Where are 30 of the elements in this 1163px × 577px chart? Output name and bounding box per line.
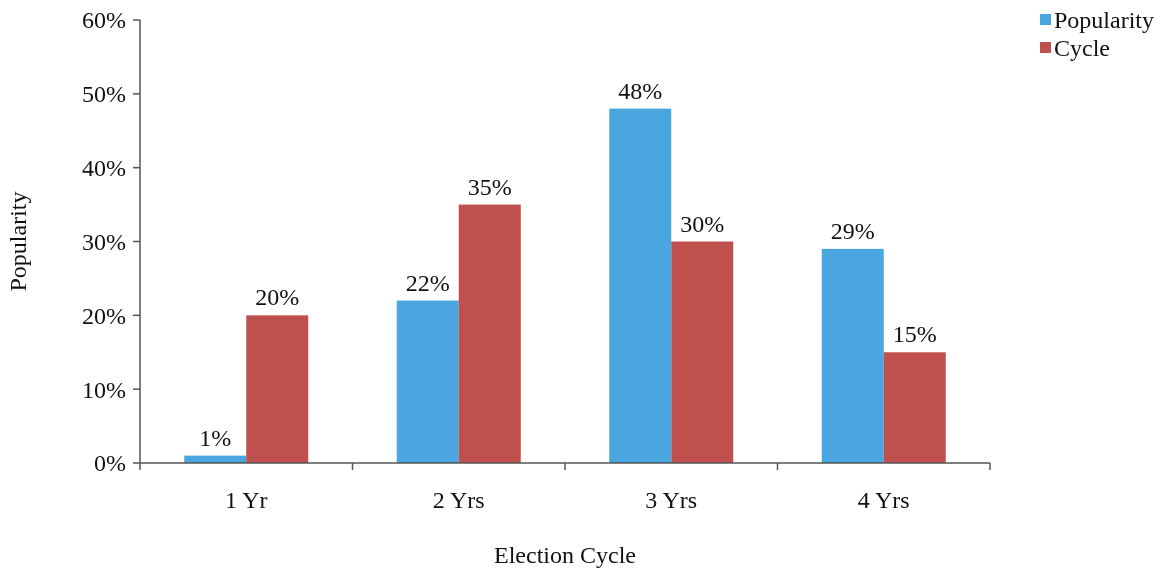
x-tick-label: 3 Yrs <box>645 487 698 513</box>
bar <box>821 248 884 463</box>
x-tick-label: 4 Yrs <box>857 487 910 513</box>
data-label: 35% <box>467 173 512 200</box>
bar <box>609 108 672 463</box>
x-tick-label: 1 Yr <box>225 487 268 513</box>
bar <box>671 241 734 463</box>
x-axis-title: Election Cycle <box>494 542 636 568</box>
data-label: 29% <box>830 217 875 244</box>
legend-label: Cycle <box>1054 35 1110 62</box>
bar <box>458 204 521 463</box>
y-tick-label: 20% <box>82 302 126 329</box>
bar <box>396 300 459 463</box>
y-tick-label: 10% <box>82 376 126 403</box>
y-axis-title: Popularity <box>5 191 31 292</box>
data-label: 15% <box>892 321 937 348</box>
data-label: 30% <box>680 210 725 237</box>
x-tick-label: 2 Yrs <box>432 487 485 513</box>
data-label: 20% <box>255 284 300 311</box>
legend-label: Popularity <box>1054 7 1154 34</box>
data-label: 48% <box>618 77 663 104</box>
y-tick-label: 50% <box>82 81 126 108</box>
y-tick-label: 0% <box>94 450 126 477</box>
y-tick-label: 60% <box>82 7 126 34</box>
y-tick-label: 40% <box>82 155 126 182</box>
bar <box>246 315 309 463</box>
y-tick-label: 30% <box>82 228 126 255</box>
data-label: 22% <box>405 269 450 296</box>
bar <box>883 352 946 463</box>
data-label: 1% <box>199 424 232 451</box>
